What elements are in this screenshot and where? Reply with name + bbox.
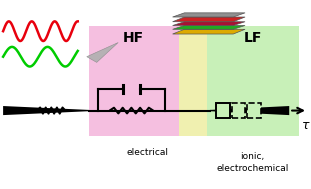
Bar [247,104,261,118]
Text: τ: τ [302,119,309,132]
Text: HF: HF [123,31,144,45]
Text: electrical: electrical [127,148,169,157]
Text: ionic,
electrochemical: ionic, electrochemical [216,153,289,173]
Polygon shape [173,22,245,26]
Polygon shape [173,17,245,22]
Bar [232,104,245,118]
Polygon shape [173,26,245,29]
Bar [179,26,207,136]
Polygon shape [3,106,89,115]
Bar [89,26,179,136]
Bar [216,104,230,118]
Polygon shape [87,43,118,62]
Text: LF: LF [244,31,262,45]
Polygon shape [210,106,289,115]
Polygon shape [173,29,245,34]
Bar [207,26,299,136]
Polygon shape [173,13,245,17]
